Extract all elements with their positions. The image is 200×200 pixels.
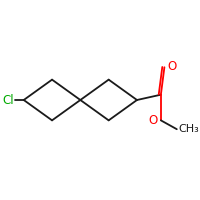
Text: CH₃: CH₃ — [178, 124, 199, 134]
Text: Cl: Cl — [2, 94, 14, 106]
Text: O: O — [148, 114, 158, 127]
Text: O: O — [167, 60, 176, 73]
